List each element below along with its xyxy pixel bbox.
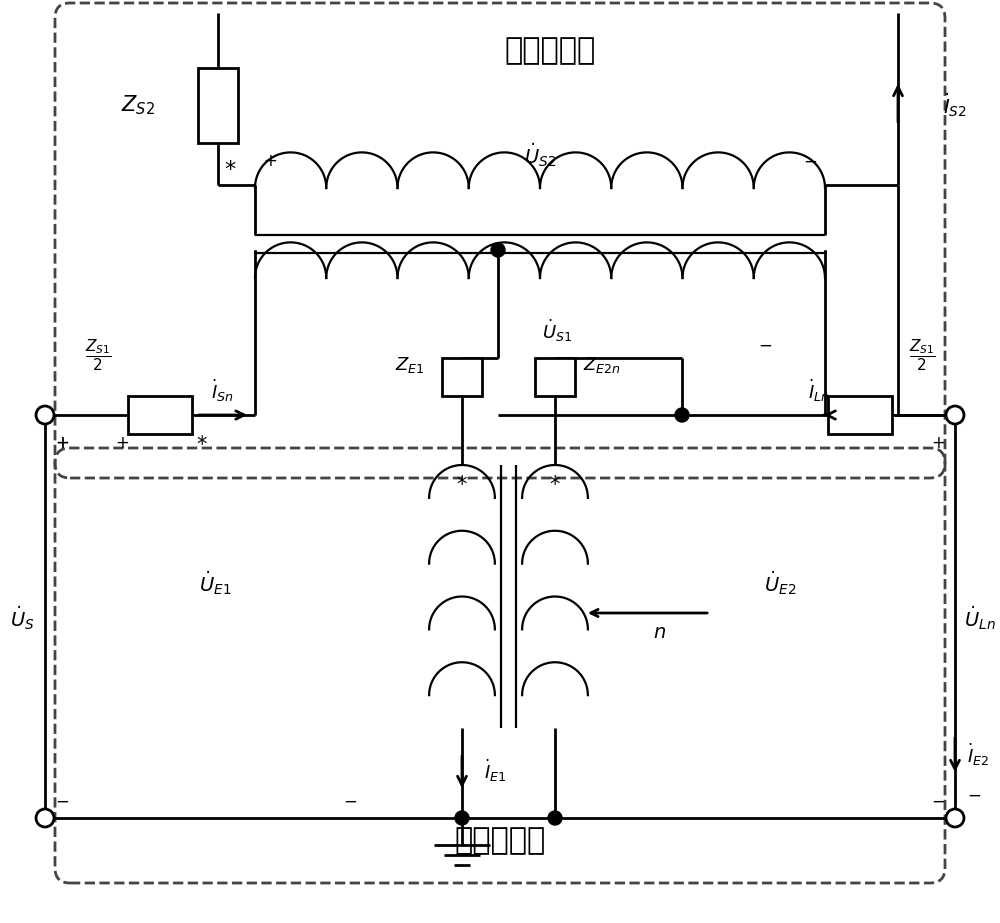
Text: $+$: $+$ bbox=[931, 434, 945, 452]
Text: $\dot{U}_{E1}$: $\dot{U}_{E1}$ bbox=[199, 569, 231, 597]
Text: $-$: $-$ bbox=[803, 152, 817, 170]
Circle shape bbox=[455, 811, 469, 825]
Text: $Z_{E2n}$: $Z_{E2n}$ bbox=[583, 355, 621, 375]
Bar bbox=[535, 358, 575, 396]
Text: $\dot{U}_{E2}$: $\dot{U}_{E2}$ bbox=[764, 569, 796, 597]
Circle shape bbox=[491, 243, 505, 257]
Text: $*$: $*$ bbox=[196, 433, 208, 453]
Text: $\dot{I}_{S2}$: $\dot{I}_{S2}$ bbox=[943, 91, 967, 119]
Text: $\dot{U}_{S1}$: $\dot{U}_{S1}$ bbox=[542, 318, 572, 344]
Text: $\dot{I}_{E1}$: $\dot{I}_{E1}$ bbox=[484, 758, 506, 785]
Circle shape bbox=[548, 811, 562, 825]
Text: $-$: $-$ bbox=[931, 792, 945, 810]
Bar bbox=[128, 396, 192, 434]
Text: $+$: $+$ bbox=[115, 434, 129, 452]
Bar bbox=[442, 358, 482, 396]
Text: $\dot{I}_{Sn}$: $\dot{I}_{Sn}$ bbox=[211, 378, 233, 404]
Circle shape bbox=[946, 809, 964, 827]
Text: $+$: $+$ bbox=[263, 152, 277, 170]
Text: $+$: $+$ bbox=[55, 434, 69, 452]
Text: $Z_{E1}$: $Z_{E1}$ bbox=[395, 355, 425, 375]
Text: $\dfrac{Z_{S1}}{2}$: $\dfrac{Z_{S1}}{2}$ bbox=[85, 337, 111, 373]
Text: $Z_{S2}$: $Z_{S2}$ bbox=[121, 93, 155, 117]
Text: $*$: $*$ bbox=[456, 473, 468, 493]
Circle shape bbox=[675, 408, 689, 422]
Circle shape bbox=[36, 809, 54, 827]
Text: 励磁变压器: 励磁变压器 bbox=[454, 826, 546, 856]
Text: $\dot{I}_{Ln}$: $\dot{I}_{Ln}$ bbox=[808, 378, 830, 404]
Text: $-$: $-$ bbox=[967, 786, 981, 804]
Bar bbox=[828, 396, 892, 434]
Text: $\dot{U}_{S2}$: $\dot{U}_{S2}$ bbox=[524, 141, 556, 169]
Text: $\dfrac{Z_{S1}}{2}$: $\dfrac{Z_{S1}}{2}$ bbox=[909, 337, 935, 373]
Text: $*$: $*$ bbox=[224, 158, 236, 178]
Text: $n$: $n$ bbox=[653, 624, 667, 642]
Text: $\dot{I}_{E2}$: $\dot{I}_{E2}$ bbox=[967, 742, 989, 768]
Text: $*$: $*$ bbox=[549, 473, 561, 493]
Text: $\dot{U}_{Ln}$: $\dot{U}_{Ln}$ bbox=[964, 604, 996, 632]
Bar bbox=[198, 68, 238, 143]
Text: $-$: $-$ bbox=[55, 792, 69, 810]
Text: $-$: $-$ bbox=[758, 336, 772, 354]
Text: $-$: $-$ bbox=[343, 792, 357, 810]
Text: $\dot{U}_{S}$: $\dot{U}_{S}$ bbox=[10, 604, 34, 632]
Circle shape bbox=[36, 406, 54, 424]
Text: 串联变压器: 串联变压器 bbox=[504, 37, 596, 66]
Circle shape bbox=[946, 406, 964, 424]
Text: $+$: $+$ bbox=[55, 434, 69, 452]
